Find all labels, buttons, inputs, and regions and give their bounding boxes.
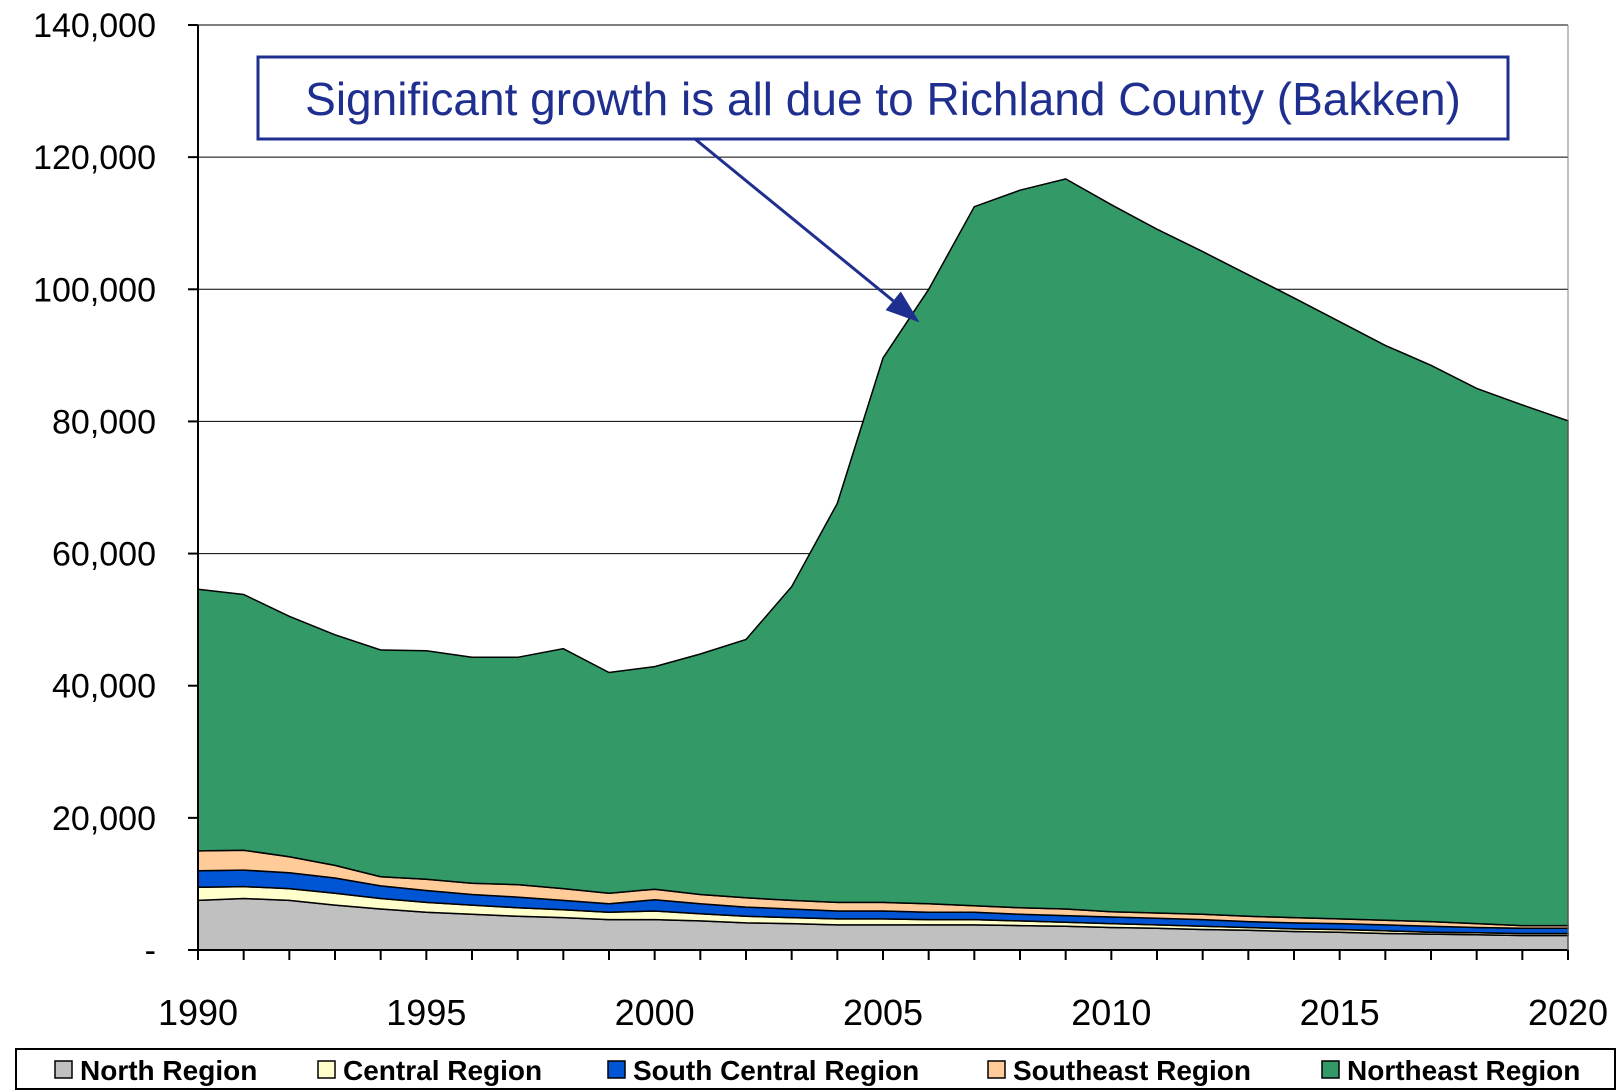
annotation-arrowhead bbox=[885, 291, 920, 323]
y-axis-ticks: - 20,000 40,000 60,000 80,000 100,000 120,000 1… bbox=[33, 7, 198, 970]
legend: North Region Central Region South Central … bbox=[15, 1048, 1616, 1090]
y-tick-label-4: 80,000 bbox=[52, 403, 156, 441]
annotation: Significant growth is all due to Richlan… bbox=[256, 55, 1510, 323]
x-tick-label-5: 2015 bbox=[1300, 992, 1380, 1033]
y-tick-label-0: - bbox=[145, 932, 156, 970]
y-tick-label-6: 120,000 bbox=[33, 139, 156, 177]
legend-swatch-3 bbox=[987, 1060, 1006, 1079]
annotation-arrow bbox=[694, 137, 895, 302]
legend-swatch-2 bbox=[607, 1060, 626, 1079]
legend-label-4: Northeast Region bbox=[1347, 1055, 1580, 1086]
legend-swatch-1 bbox=[317, 1060, 336, 1079]
y-tick-label-7: 140,000 bbox=[33, 7, 156, 45]
y-tick-label-5: 100,000 bbox=[33, 271, 156, 309]
x-tick-label-3: 2005 bbox=[843, 992, 923, 1033]
x-tick-label-6: 2020 bbox=[1528, 992, 1608, 1033]
legend-label-0: North Region bbox=[80, 1055, 257, 1086]
x-tick-label-1: 1995 bbox=[386, 992, 466, 1033]
y-tick-label-1: 20,000 bbox=[52, 800, 156, 838]
x-axis-ticks: 1990 1995 2000 2005 2010 2015 2020 bbox=[158, 950, 1608, 1033]
annotation-text: Significant growth is all due to Richlan… bbox=[305, 73, 1461, 125]
x-tick-label-4: 2010 bbox=[1071, 992, 1151, 1033]
area-series bbox=[197, 178, 1569, 951]
legend-swatch-4 bbox=[1321, 1060, 1340, 1079]
legend-swatch-0 bbox=[54, 1060, 73, 1079]
x-tick-label-0: 1990 bbox=[158, 992, 238, 1033]
legend-label-3: Southeast Region bbox=[1013, 1055, 1251, 1086]
y-tick-label-3: 60,000 bbox=[52, 536, 156, 574]
annotation-box bbox=[256, 55, 1510, 141]
y-tick-label-2: 40,000 bbox=[52, 668, 156, 706]
legend-box bbox=[15, 1048, 1616, 1090]
x-tick-label-2: 2000 bbox=[615, 992, 695, 1033]
legend-label-2: South Central Region bbox=[633, 1055, 919, 1086]
legend-label-1: Central Region bbox=[343, 1055, 542, 1086]
